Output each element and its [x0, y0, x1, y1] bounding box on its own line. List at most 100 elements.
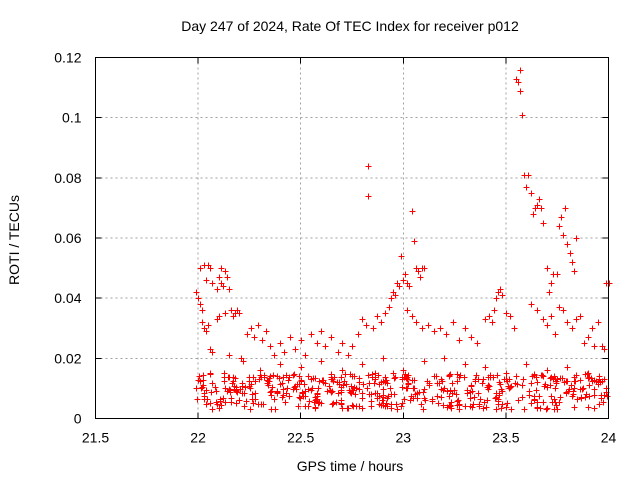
data-point [380, 394, 387, 401]
data-point [302, 352, 309, 359]
data-point [564, 364, 571, 371]
data-point [292, 346, 299, 353]
data-point [285, 377, 292, 384]
data-point [408, 393, 415, 400]
data-point [222, 385, 229, 392]
data-point [312, 405, 319, 412]
data-point [534, 202, 541, 209]
data-point [402, 371, 409, 378]
data-point [226, 386, 233, 393]
data-point [201, 396, 208, 403]
data-point [498, 386, 505, 393]
data-point [406, 283, 413, 290]
data-point [439, 378, 446, 385]
data-point [339, 367, 346, 374]
data-point [443, 331, 450, 338]
data-point [356, 379, 363, 386]
data-point [519, 394, 526, 401]
data-point [391, 375, 398, 382]
data-point [585, 334, 592, 341]
data-point [511, 325, 518, 332]
data-point [233, 400, 240, 407]
data-point [277, 361, 284, 368]
data-point [226, 352, 233, 359]
data-point [595, 319, 602, 326]
data-point [348, 383, 355, 390]
data-point [268, 392, 275, 399]
data-point [409, 313, 416, 320]
data-point [280, 374, 287, 381]
y-tick-label: 0.1 [62, 110, 82, 126]
data-point [595, 379, 602, 386]
data-point [257, 367, 264, 374]
data-point [569, 259, 576, 266]
data-point [552, 385, 559, 392]
data-point [387, 385, 394, 392]
data-point [371, 380, 378, 387]
data-point [591, 343, 598, 350]
data-point [537, 405, 544, 412]
data-point [217, 398, 224, 405]
data-point [540, 316, 547, 323]
x-tick-label: 21.5 [82, 430, 109, 446]
data-point [329, 401, 336, 408]
data-point [538, 205, 545, 212]
data-point [198, 385, 205, 392]
data-point [425, 322, 432, 329]
data-point [492, 395, 499, 402]
data-point [571, 385, 578, 392]
data-point [596, 401, 603, 408]
data-point [536, 393, 543, 400]
data-point [520, 376, 527, 383]
data-point [475, 390, 482, 397]
data-point [462, 325, 469, 332]
data-point [528, 380, 535, 387]
data-point [513, 373, 520, 380]
data-point [305, 386, 312, 393]
data-point [199, 307, 206, 314]
data-point [544, 265, 551, 272]
data-point [601, 392, 608, 399]
data-point [339, 340, 346, 347]
data-point [419, 325, 426, 332]
data-point [351, 384, 358, 391]
data-point [554, 376, 561, 383]
data-point [376, 393, 383, 400]
data-point [359, 405, 366, 412]
data-point [392, 374, 399, 381]
data-point [508, 406, 515, 413]
data-point [287, 334, 294, 341]
data-point [320, 379, 327, 386]
data-point [348, 390, 355, 397]
data-point [242, 384, 249, 391]
data-point [480, 405, 487, 412]
data-point [372, 376, 379, 383]
data-point [496, 379, 503, 386]
data-point [222, 399, 229, 406]
data-point [544, 405, 551, 412]
data-point [560, 232, 567, 239]
data-point [585, 370, 592, 377]
data-point [559, 375, 566, 382]
data-point [241, 403, 248, 410]
data-point [214, 286, 221, 293]
data-point [207, 400, 214, 407]
data-point [434, 393, 441, 400]
data-point [200, 372, 207, 379]
data-point [280, 392, 287, 399]
data-point [290, 372, 297, 379]
data-point [551, 373, 558, 380]
data-point [498, 405, 505, 412]
data-point [282, 399, 289, 406]
data-point [431, 373, 438, 380]
data-point [316, 378, 323, 385]
data-point [456, 337, 463, 344]
data-point [247, 406, 254, 413]
data-point [326, 383, 333, 390]
data-point [534, 379, 541, 386]
data-point [316, 399, 323, 406]
data-point [251, 334, 258, 341]
data-point [318, 328, 325, 335]
data-point [586, 374, 593, 381]
